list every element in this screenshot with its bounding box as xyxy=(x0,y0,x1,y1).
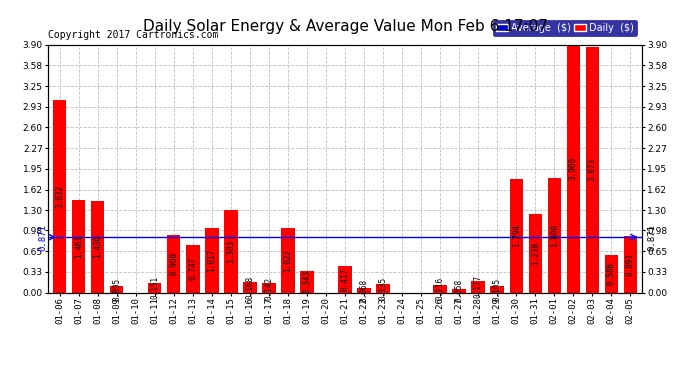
Text: 1.794: 1.794 xyxy=(512,224,521,247)
Text: 0.417: 0.417 xyxy=(340,268,350,291)
Text: 0.068: 0.068 xyxy=(359,279,368,302)
Text: 1.303: 1.303 xyxy=(226,240,235,263)
Bar xyxy=(509,178,523,292)
Bar xyxy=(586,47,599,292)
Bar xyxy=(453,289,466,292)
Legend: Average  ($), Daily  ($): Average ($), Daily ($) xyxy=(493,20,637,36)
Bar xyxy=(566,45,580,292)
Bar xyxy=(604,255,618,292)
Bar xyxy=(529,214,542,292)
Bar xyxy=(433,285,446,292)
Bar xyxy=(110,286,124,292)
Bar xyxy=(300,271,314,292)
Text: 0.891: 0.891 xyxy=(626,253,635,276)
Text: 1.436: 1.436 xyxy=(93,236,102,258)
Bar xyxy=(262,284,275,292)
Bar xyxy=(224,210,237,292)
Bar xyxy=(167,235,181,292)
Text: 3.873: 3.873 xyxy=(588,158,597,181)
Text: 0.747: 0.747 xyxy=(188,257,197,280)
Text: 0.095: 0.095 xyxy=(112,278,121,301)
Text: Daily Solar Energy & Average Value Mon Feb 6 17:07: Daily Solar Energy & Average Value Mon F… xyxy=(143,19,547,34)
Text: 0.151: 0.151 xyxy=(150,276,159,299)
Text: 0.586: 0.586 xyxy=(607,262,615,285)
Text: 0.058: 0.058 xyxy=(455,279,464,302)
Text: 0.871: 0.871 xyxy=(648,224,657,251)
Text: 1.017: 1.017 xyxy=(208,249,217,272)
Text: 0.142: 0.142 xyxy=(264,276,273,300)
Bar xyxy=(338,266,352,292)
Text: 1.461: 1.461 xyxy=(75,235,83,258)
Text: 0.343: 0.343 xyxy=(302,270,311,293)
Bar xyxy=(91,201,104,292)
Bar xyxy=(282,228,295,292)
Text: 0.135: 0.135 xyxy=(379,277,388,300)
Bar xyxy=(471,281,485,292)
Bar xyxy=(624,236,637,292)
Text: 0.168: 0.168 xyxy=(246,276,255,299)
Bar xyxy=(548,178,561,292)
Text: 0.908: 0.908 xyxy=(169,252,178,275)
Bar xyxy=(72,200,86,292)
Bar xyxy=(186,245,199,292)
Text: 3.900: 3.900 xyxy=(569,157,578,180)
Text: 1.238: 1.238 xyxy=(531,242,540,265)
Bar xyxy=(491,286,504,292)
Text: Copyright 2017 Cartronics.com: Copyright 2017 Cartronics.com xyxy=(48,30,219,40)
Bar xyxy=(205,228,219,292)
Bar xyxy=(357,288,371,292)
Text: 0.871: 0.871 xyxy=(39,224,48,251)
Bar xyxy=(244,282,257,292)
Text: 1.022: 1.022 xyxy=(284,249,293,272)
Text: 1.800: 1.800 xyxy=(550,224,559,247)
Bar xyxy=(53,100,66,292)
Bar xyxy=(148,283,161,292)
Text: 3.032: 3.032 xyxy=(55,185,64,208)
Bar xyxy=(376,284,390,292)
Text: 0.177: 0.177 xyxy=(473,275,482,298)
Text: 0.116: 0.116 xyxy=(435,277,444,300)
Text: 0.105: 0.105 xyxy=(493,278,502,301)
